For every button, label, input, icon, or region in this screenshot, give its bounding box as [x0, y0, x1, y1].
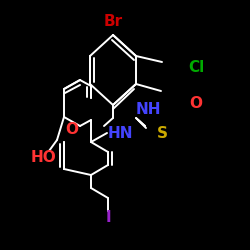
- Text: S: S: [156, 126, 168, 140]
- Text: Br: Br: [104, 14, 122, 30]
- Text: HO: HO: [30, 150, 56, 166]
- Text: O: O: [66, 122, 78, 138]
- Text: O: O: [190, 96, 202, 110]
- Text: HN: HN: [107, 126, 133, 140]
- Text: NH: NH: [135, 102, 161, 118]
- Text: Cl: Cl: [188, 60, 204, 76]
- Text: I: I: [105, 210, 111, 226]
